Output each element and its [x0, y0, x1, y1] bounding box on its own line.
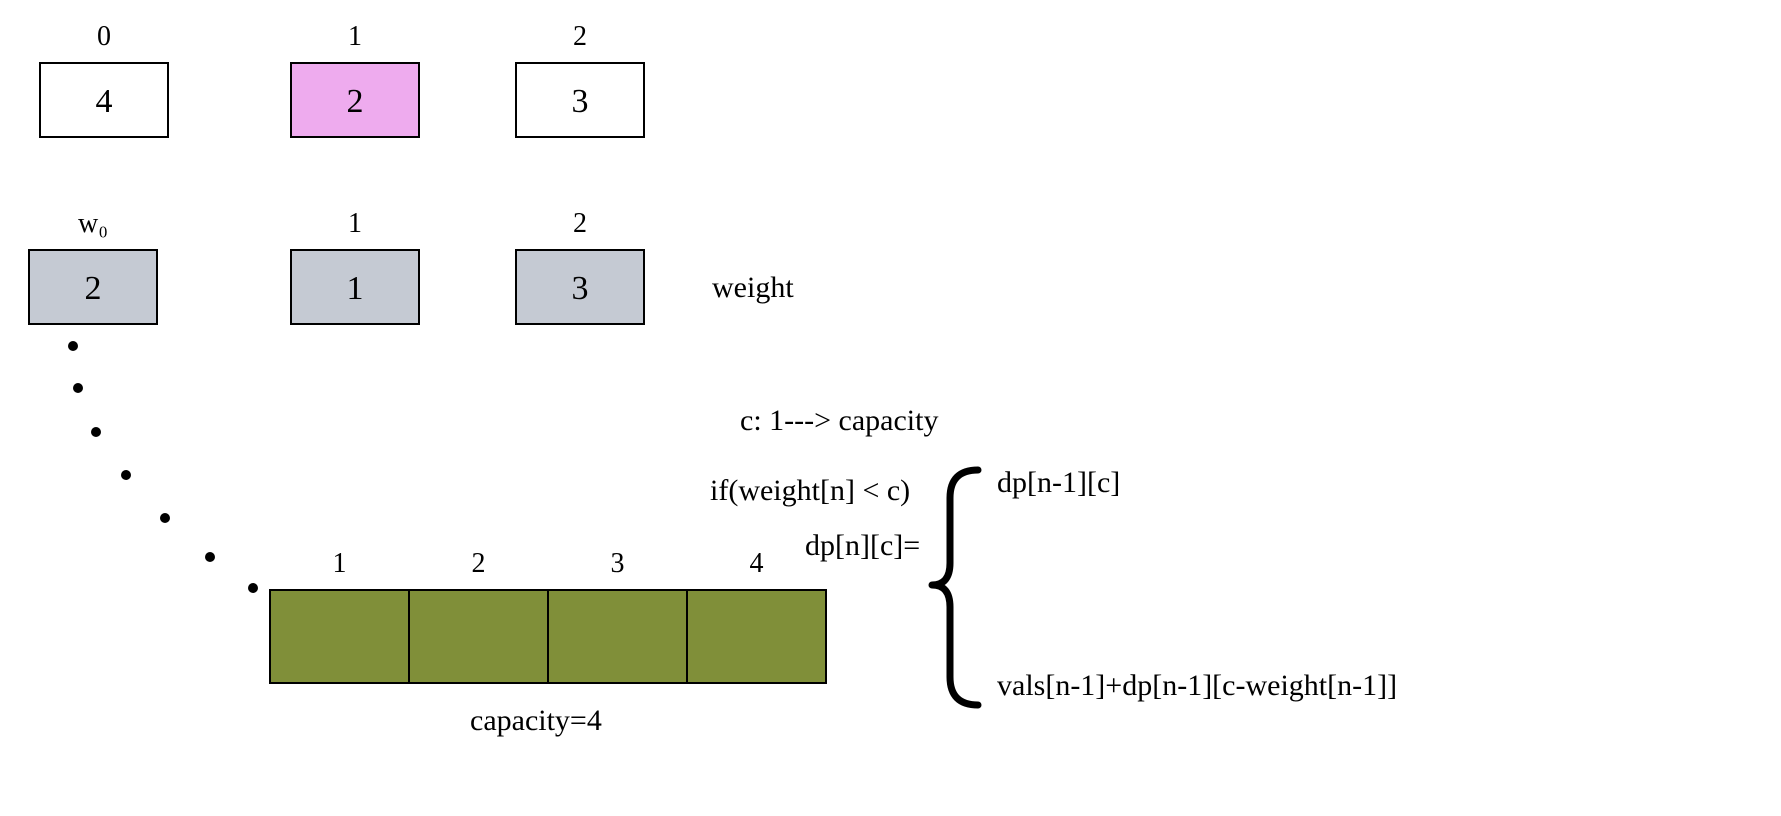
formula-dp-lhs: dp[n][c]= [805, 529, 920, 562]
capacity-box [409, 590, 548, 683]
value-box-text: 3 [572, 83, 589, 120]
curly-brace [932, 470, 978, 705]
capacity-index-label: 1 [333, 548, 347, 579]
dot [160, 513, 170, 523]
dot [73, 383, 83, 393]
capacity-index-label: 3 [611, 548, 625, 579]
dot [91, 427, 101, 437]
weight-box-text: 3 [572, 270, 589, 307]
capacity-index-label: 4 [750, 548, 764, 579]
dot [68, 341, 78, 351]
capacity-box [687, 590, 826, 683]
dot [121, 470, 131, 480]
diagram-canvas: 0 4 1 2 2 3 w₀ 2 1 1 2 3 weight 1 2 3 4 capacity=4 c: 1---… [0, 0, 1781, 816]
capacity-caption: capacity=4 [470, 704, 602, 737]
formula-if-condition: if(weight[n] < c) [710, 474, 910, 507]
row1-index-label: 1 [348, 21, 362, 52]
capacity-box [270, 590, 409, 683]
row2-index-label: w₀ [78, 208, 108, 239]
row1-index-label: 2 [573, 21, 587, 52]
value-box-text: 2 [347, 83, 364, 120]
dot [205, 552, 215, 562]
weight-row-label: weight [712, 271, 794, 304]
weight-box-text: 1 [347, 270, 364, 307]
capacity-box [548, 590, 687, 683]
formula-branch-bottom: vals[n-1]+dp[n-1][c-weight[n-1]] [997, 669, 1397, 702]
dot [248, 583, 258, 593]
formula-branch-top: dp[n-1][c] [997, 466, 1120, 499]
row1-index-label: 0 [97, 21, 111, 52]
formula-c-range: c: 1---> capacity [740, 404, 938, 437]
value-box-text: 4 [96, 83, 113, 120]
capacity-index-label: 2 [472, 548, 486, 579]
weight-box-text: 2 [85, 270, 102, 307]
row2-index-label: 1 [348, 208, 362, 239]
row2-index-label: 2 [573, 208, 587, 239]
